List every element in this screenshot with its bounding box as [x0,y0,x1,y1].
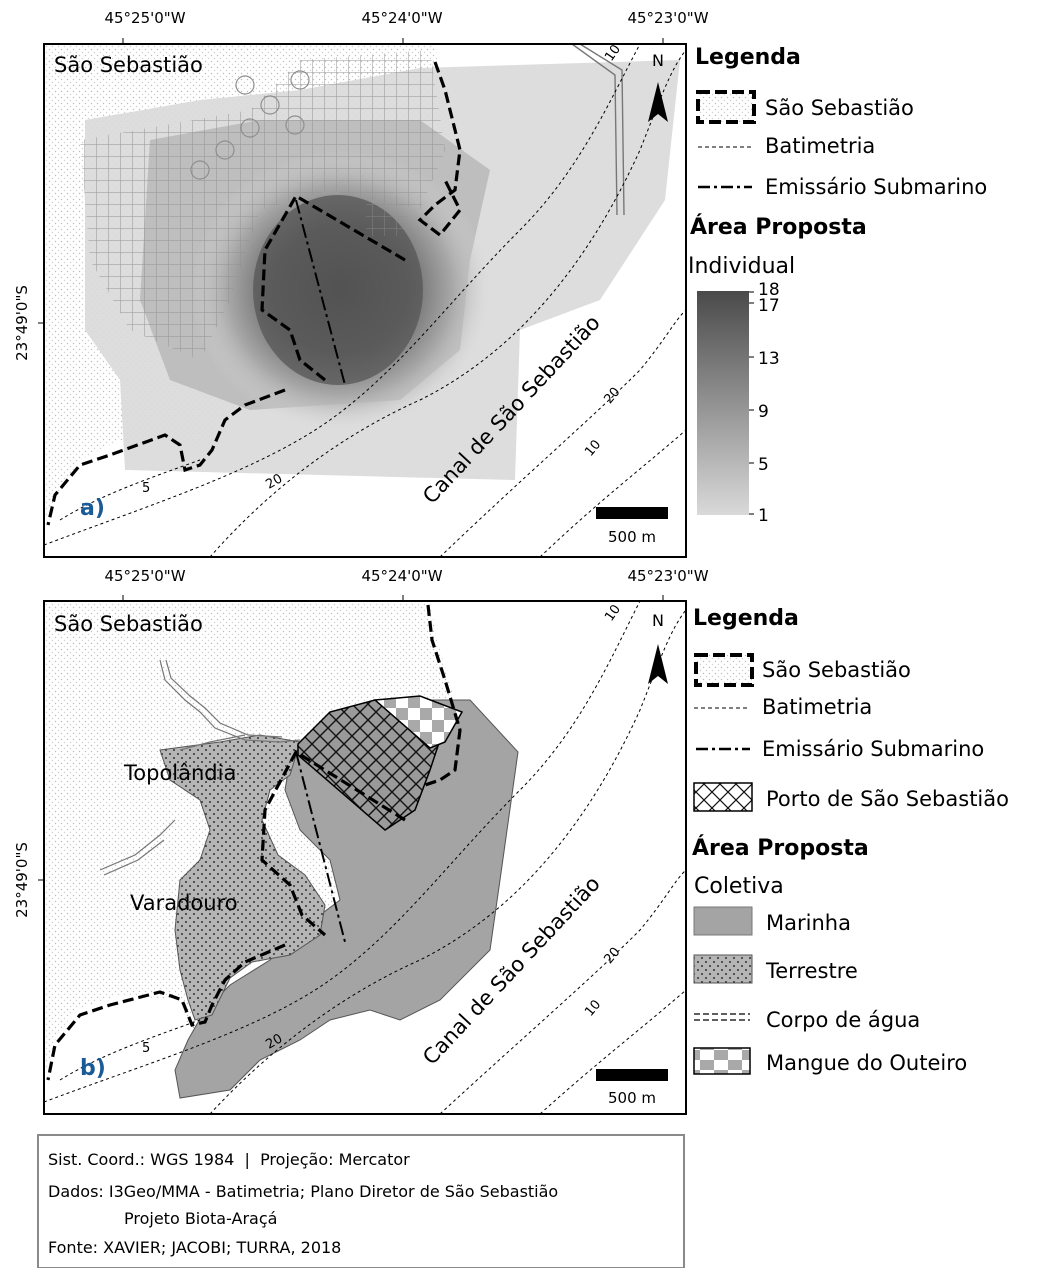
urban-grid [80,50,445,360]
legend-a-area-title: Área Proposta [690,214,867,240]
svg-text:N: N [652,611,664,630]
water-bodies [99,659,301,876]
port-area [297,699,441,831]
svg-text:500 m: 500 m [608,1089,656,1107]
submarine-outfall-line-b [295,751,346,943]
terrestrial-area [159,734,326,1021]
svg-text:20: 20 [263,1031,285,1052]
legend-a-area-subtitle: Individual [688,254,795,279]
ramp-tick-labels: 18 17 13 9 5 1 [758,280,780,526]
place-label-topolandia: Topolândia [123,761,236,785]
mangrove-swatch-icon [693,1047,751,1075]
legend-b-class-terrestrial: Terrestre [765,959,858,983]
svg-text:N: N [652,51,664,70]
water-body-swatch-icon [694,1013,750,1021]
svg-text:20: 20 [263,471,285,492]
boundary-swatch-icon [694,653,754,687]
map-frame-a [43,43,687,558]
footer-line-1: Sist. Coord.: WGS 1984 | Projeção: Merca… [48,1150,410,1169]
legend-b-class-mangrove: Mangue do Outeiro [766,1051,967,1075]
lat-label-b: 23°49'0"S [13,842,31,918]
marine-swatch-icon [693,906,753,936]
lon-label-a-2: 45°24'0"W [361,9,442,27]
svg-text:500 m: 500 m [608,528,656,546]
map-frame-b [43,600,687,1115]
port-pier [571,44,625,216]
svg-text:1: 1 [758,506,769,526]
terrestrial-swatch-icon [693,954,753,984]
legend-a: Legenda São Sebastião Batimetria Emissár… [688,45,987,526]
port-swatch-icon [693,782,753,812]
ramp-ticks [749,291,754,515]
lon-label-b-2: 45°24'0"W [361,567,442,585]
footer-line-4: Fonte: XAVIER; JACOBI; TURRA, 2018 [48,1238,341,1257]
mangrove-area [373,695,464,749]
boundary-line-b [46,604,462,1081]
legend-title-b: Legenda [693,606,799,631]
marine-area [174,699,519,1099]
lon-label-b-1: 45°25'0"W [104,567,185,585]
panel-label-a: a) [80,496,105,521]
port-grid [366,196,408,236]
svg-text:5: 5 [142,1041,150,1056]
legend-b-class-water: Corpo de água [766,1008,920,1032]
place-label-varadouro: Varadouro [130,891,238,915]
footer-box: Sist. Coord.: WGS 1984 | Projeção: Merca… [37,1134,685,1269]
lat-label-a: 23°49'0"S [13,285,31,361]
city-label-a: São Sebastião [54,53,203,77]
north-arrow-icon: N [648,51,668,122]
scalebar-a: 500 m [596,507,668,546]
legend-b-area-subtitle: Coletiva [694,874,784,899]
svg-text:18: 18 [758,280,780,300]
svg-text:5: 5 [142,481,150,496]
legend-b-item-port: Porto de São Sebastião [766,787,1009,811]
submarine-outfall-line [295,199,346,386]
map-panel-b: 45°25'0"W 45°24'0"W 45°23'0"W 23°49'0"S … [13,567,709,1115]
lon-label-a-1: 45°25'0"W [104,9,185,27]
map-panel-a: 45°25'0"W 45°24'0"W 45°23'0"W 23°49'0"S … [13,9,709,558]
city-label-b: São Sebastião [54,612,203,636]
boundary-swatch-icon [696,90,756,124]
lon-label-b-3: 45°23'0"W [627,567,708,585]
tank-circles [190,70,310,180]
lon-label-a-3: 45°23'0"W [627,9,708,27]
legend-a-item-bathymetry: Batimetria [765,134,875,158]
scalebar-b: 500 m [596,1069,668,1107]
legend-b-area-title: Área Proposta [692,835,869,861]
svg-text:5: 5 [758,455,769,475]
legend-b: Legenda São Sebastião Batimetria Emissár… [692,606,1009,1075]
panel-label-b: b) [80,1056,106,1081]
svg-text:9: 9 [758,402,769,422]
color-ramp [697,291,749,515]
legend-title-a: Legenda [695,45,801,70]
legend-a-item-boundary: São Sebastião [765,96,914,120]
north-arrow-icon: N [648,611,668,684]
legend-b-item-boundary: São Sebastião [762,658,911,682]
svg-text:13: 13 [758,349,780,369]
footer-line-3: Projeto Biota-Araçá [124,1209,277,1228]
legend-b-item-outfall: Emissário Submarino [762,737,984,761]
footer-line-2: Dados: I3Geo/MMA - Batimetria; Plano Dir… [48,1182,558,1201]
legend-b-class-marine: Marinha [766,911,851,935]
legend-a-item-outfall: Emissário Submarino [765,175,987,199]
legend-b-item-bathymetry: Batimetria [762,695,872,719]
boundary-line-a [46,61,462,526]
svg-text:17: 17 [758,296,780,316]
